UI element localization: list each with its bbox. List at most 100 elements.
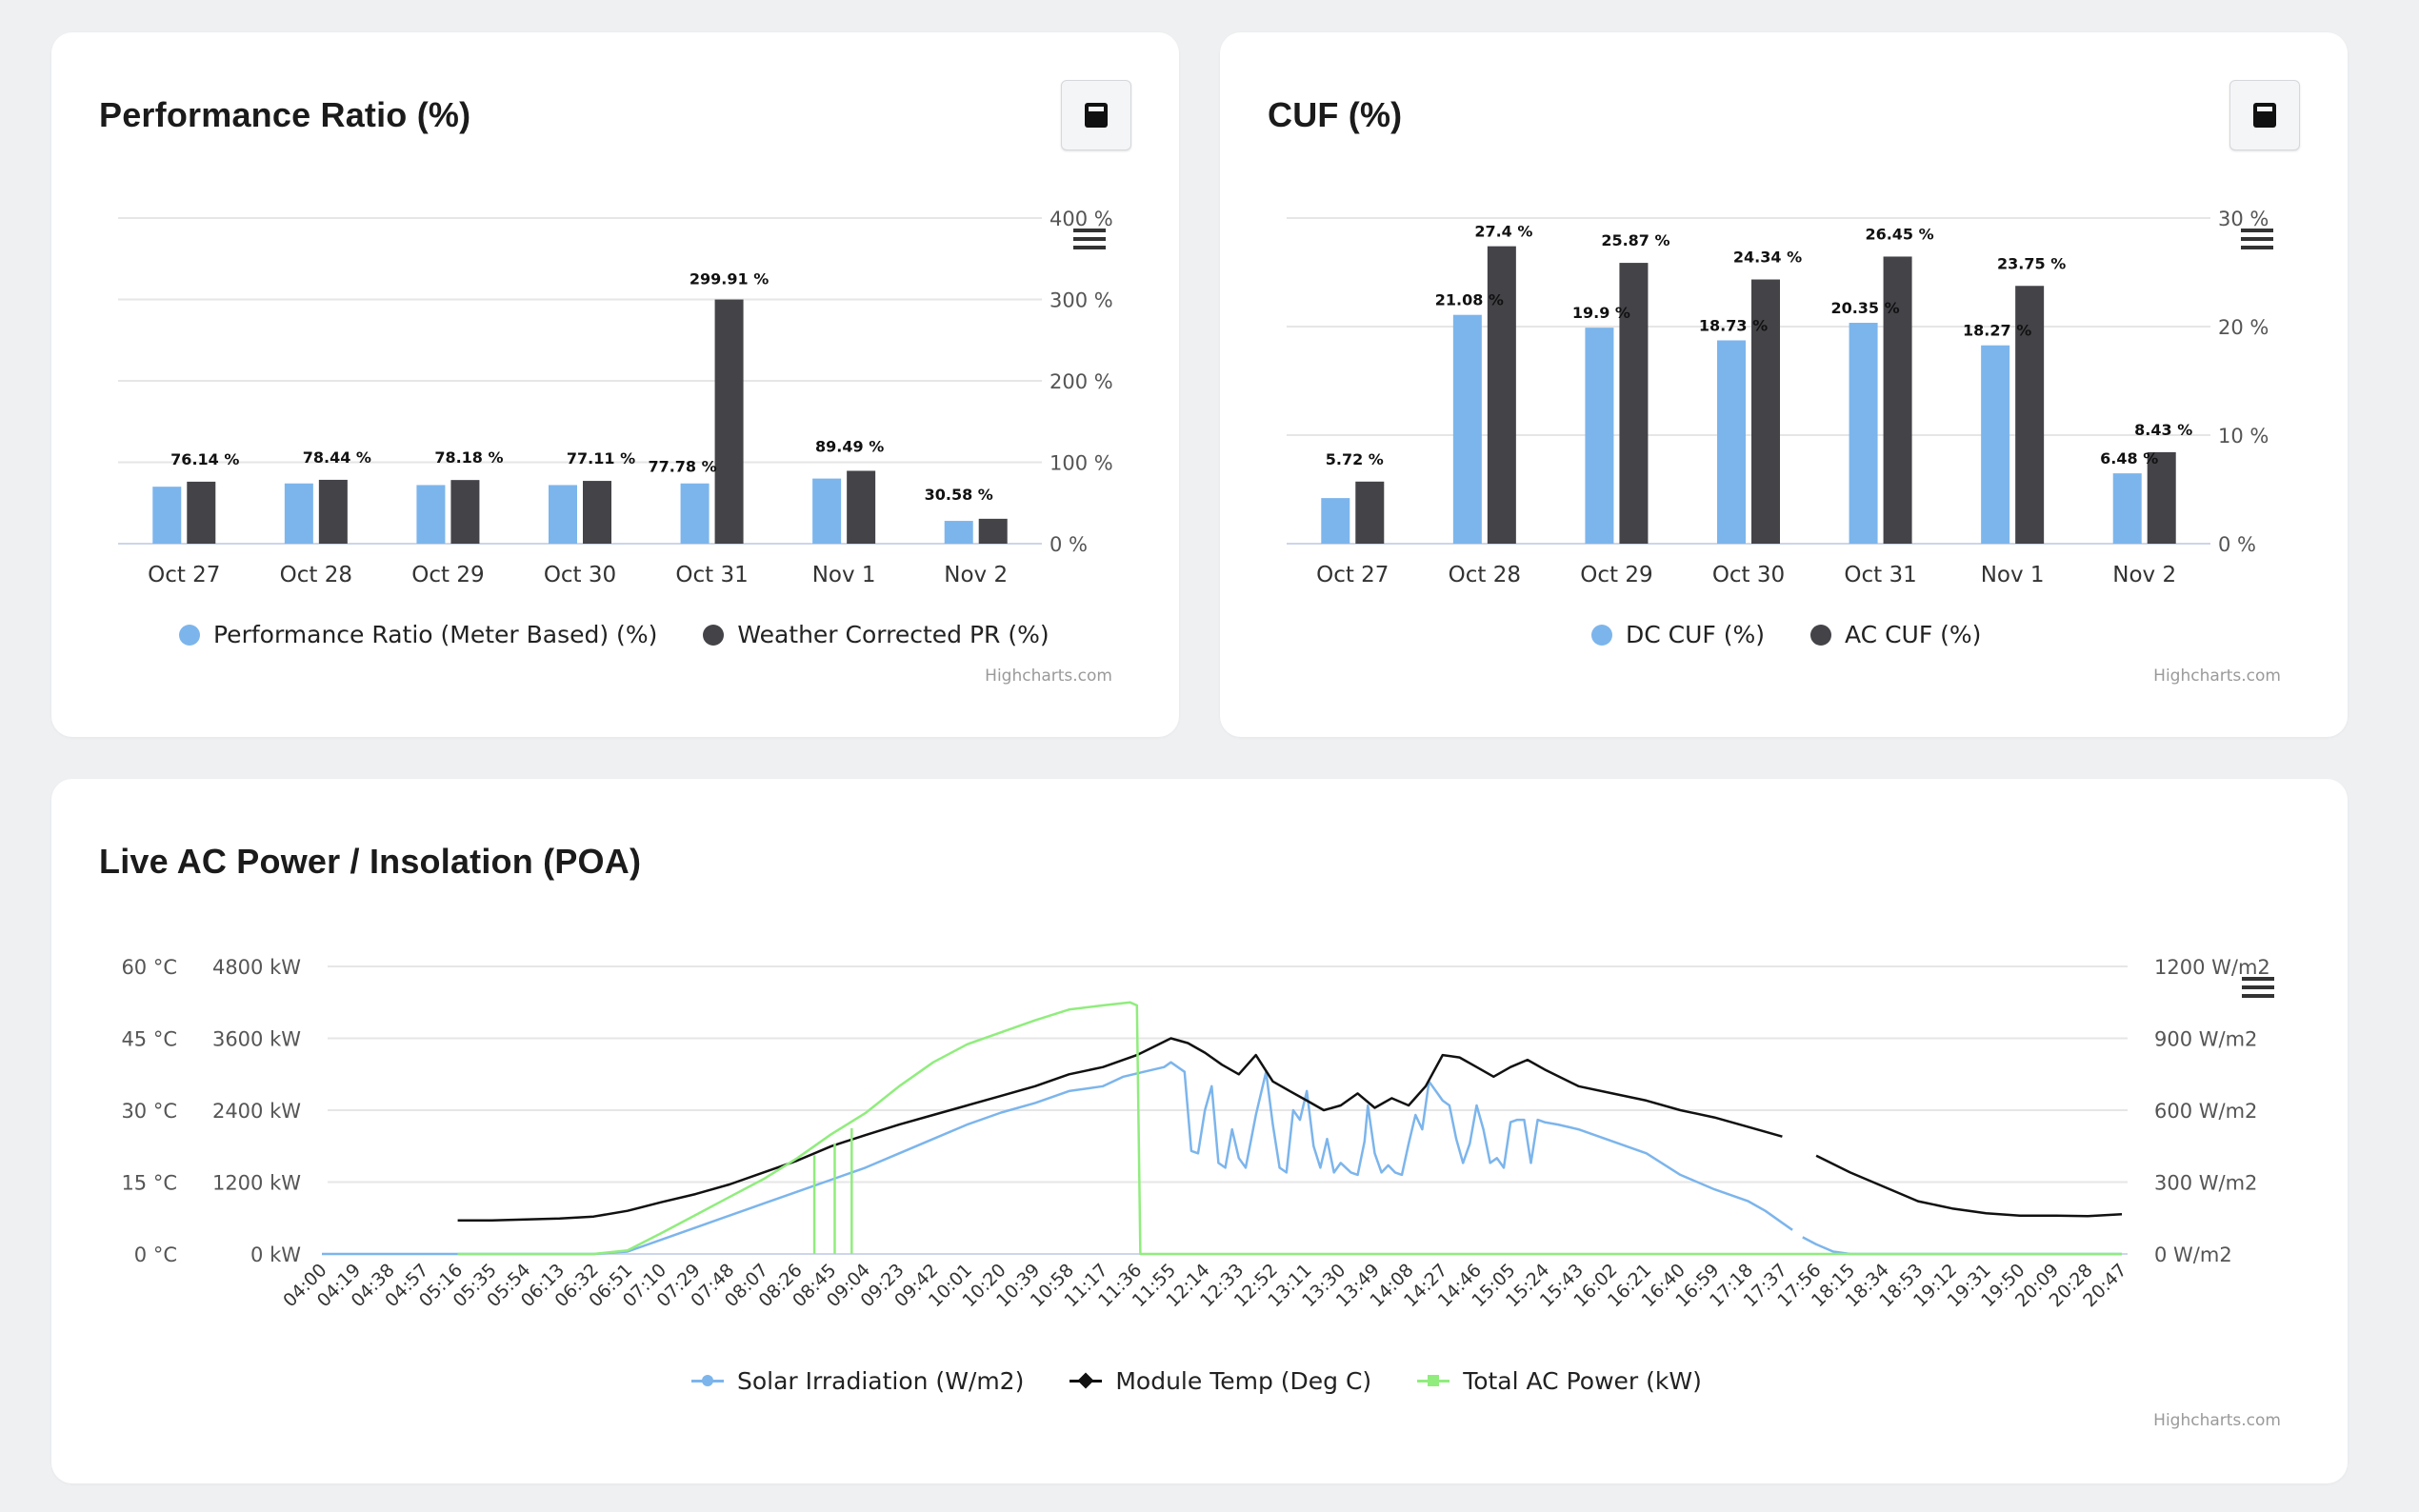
legend-item[interactable]: Performance Ratio (Meter Based) (%) bbox=[179, 621, 657, 648]
legend-label: Total AC Power (kW) bbox=[1463, 1367, 1702, 1395]
x-tick-label: Oct 27 bbox=[148, 563, 220, 587]
y-tick-label-temp: 15 °C bbox=[121, 1172, 177, 1195]
x-tick-label: Oct 31 bbox=[1844, 563, 1916, 587]
chart-legend: Performance Ratio (Meter Based) (%) Weat… bbox=[179, 621, 1050, 648]
data-label: 78.44 % bbox=[303, 448, 371, 467]
performance-ratio-chart: 0 % 100 % 200 % 300 % 400 % Oct 27 76.14 % Oct … bbox=[118, 208, 1113, 587]
x-tick-label: Oct 27 bbox=[1316, 563, 1389, 587]
legend-line-icon bbox=[1417, 1375, 1450, 1386]
bar bbox=[2147, 451, 2176, 544]
bar bbox=[978, 518, 1008, 544]
y-tick-label: 0 % bbox=[2218, 533, 2256, 556]
data-label: 77.11 % bbox=[567, 449, 635, 468]
export-button[interactable] bbox=[2229, 80, 2300, 150]
data-label: 299.91 % bbox=[690, 270, 769, 288]
hamburger-menu-icon[interactable] bbox=[2241, 229, 2273, 249]
y-tick-label-irradiation: 300 W/m2 bbox=[2154, 1172, 2257, 1195]
y-tick-label: 0 % bbox=[1050, 533, 1088, 556]
x-tick-label: Oct 28 bbox=[280, 563, 352, 587]
legend-item[interactable]: Module Temp (Deg C) bbox=[1070, 1367, 1371, 1395]
bar bbox=[714, 299, 744, 544]
bar bbox=[318, 479, 348, 544]
y-tick-label-power: 3600 kW bbox=[212, 1028, 301, 1051]
data-label: 18.27 % bbox=[1963, 322, 2031, 340]
highcharts-credit[interactable]: Highcharts.com bbox=[2153, 1411, 2281, 1430]
y-tick-label-temp: 30 °C bbox=[121, 1100, 177, 1123]
bar bbox=[1452, 314, 1482, 544]
series-line bbox=[322, 1061, 2122, 1256]
x-tick-label: Oct 30 bbox=[1712, 563, 1785, 587]
x-tick-label: Nov 2 bbox=[2112, 563, 2176, 587]
x-tick-label: Oct 29 bbox=[1580, 563, 1652, 587]
legend-dot-icon bbox=[179, 624, 200, 646]
highcharts-credit[interactable]: Highcharts.com bbox=[985, 666, 1112, 686]
y-tick-label: 20 % bbox=[2218, 316, 2269, 339]
x-tick-label: Nov 2 bbox=[944, 563, 1008, 587]
bar bbox=[450, 480, 480, 544]
y-tick-label-power: 2400 kW bbox=[212, 1100, 301, 1123]
bar bbox=[2015, 286, 2045, 544]
live-ac-power-card: Live AC Power / Insolation (POA) 0 °C 0 k… bbox=[51, 779, 2348, 1483]
legend-item[interactable]: Total AC Power (kW) bbox=[1417, 1367, 1702, 1395]
bar bbox=[812, 478, 842, 544]
y-tick-label-power: 1200 kW bbox=[212, 1172, 301, 1195]
data-label: 78.18 % bbox=[434, 448, 503, 467]
legend-item[interactable]: DC CUF (%) bbox=[1591, 621, 1765, 648]
legend-label: Performance Ratio (Meter Based) (%) bbox=[213, 621, 658, 648]
card-title: CUF (%) bbox=[1268, 95, 1403, 134]
legend-label: Weather Corrected PR (%) bbox=[737, 621, 1050, 648]
bar bbox=[416, 485, 446, 544]
y-tick-label-irradiation: 1200 W/m2 bbox=[2154, 956, 2270, 979]
bar bbox=[1619, 263, 1649, 544]
legend-item[interactable]: AC CUF (%) bbox=[1810, 621, 1981, 648]
x-tick-label: Nov 1 bbox=[1981, 563, 2045, 587]
bar bbox=[187, 481, 216, 544]
y-tick-label: 200 % bbox=[1050, 370, 1113, 393]
hamburger-menu-icon[interactable] bbox=[1073, 229, 1106, 249]
chart-legend: Solar Irradiation (W/m2) Module Temp (De… bbox=[691, 1367, 1702, 1395]
card-title: Performance Ratio (%) bbox=[99, 95, 471, 134]
chart-legend: DC CUF (%) AC CUF (%) bbox=[1591, 621, 1981, 648]
bar bbox=[1981, 345, 2010, 544]
bar bbox=[549, 485, 577, 544]
y-tick-label: 10 % bbox=[2218, 425, 2269, 448]
legend-item[interactable]: Solar Irradiation (W/m2) bbox=[691, 1367, 1024, 1395]
cuf-chart: 0 % 10 % 20 % 30 % Oct 27 5.72 % Oct 28 21.08 %… bbox=[1287, 208, 2269, 587]
calculator-icon bbox=[2253, 103, 2276, 128]
y-tick-label-temp: 60 °C bbox=[121, 956, 177, 979]
export-button[interactable] bbox=[1061, 80, 1131, 150]
live-ac-power-chart: 0 °C 0 kW 0 W/m2 15 °C 1200 kW 300 W/m2 30 °C 2… bbox=[121, 956, 2270, 1311]
data-label: 76.14 % bbox=[170, 450, 239, 468]
highcharts-credit[interactable]: Highcharts.com bbox=[2153, 666, 2281, 686]
bar bbox=[284, 483, 313, 544]
legend-dot-icon bbox=[703, 624, 725, 646]
bar bbox=[847, 470, 876, 544]
bar bbox=[680, 483, 710, 544]
y-tick-label-power: 4800 kW bbox=[212, 956, 301, 979]
legend-label: DC CUF (%) bbox=[1626, 621, 1765, 648]
y-tick-label: 400 % bbox=[1050, 208, 1113, 230]
data-label: 19.9 % bbox=[1572, 304, 1630, 322]
bar bbox=[1883, 256, 1912, 544]
bar bbox=[1751, 279, 1780, 544]
y-tick-label-temp: 45 °C bbox=[121, 1028, 177, 1051]
performance-ratio-card: Performance Ratio (%) 0 % 100 % 200 % 300 %… bbox=[51, 32, 1179, 737]
data-label: 26.45 % bbox=[1865, 225, 1933, 243]
x-tick-label: Oct 29 bbox=[411, 563, 484, 587]
bar bbox=[944, 521, 973, 544]
data-label: 89.49 % bbox=[815, 437, 884, 455]
y-tick-label: 30 % bbox=[2218, 208, 2269, 230]
legend-item[interactable]: Weather Corrected PR (%) bbox=[703, 621, 1050, 648]
x-tick-label: Nov 1 bbox=[812, 563, 876, 587]
y-tick-label-temp: 0 °C bbox=[134, 1243, 177, 1266]
cuf-card: CUF (%) 0 % 10 % 20 % 30 % Oct 27 5.72 % Oct 2… bbox=[1220, 32, 2348, 737]
legend-line-icon bbox=[691, 1375, 724, 1386]
data-label: 21.08 % bbox=[1435, 291, 1504, 309]
y-tick-label-irradiation: 0 W/m2 bbox=[2154, 1243, 2232, 1266]
legend-dot-icon bbox=[1810, 624, 1831, 646]
bar bbox=[1585, 328, 1614, 544]
bar bbox=[1321, 498, 1350, 544]
data-label: 30.58 % bbox=[925, 486, 993, 504]
hamburger-menu-icon[interactable] bbox=[2242, 977, 2274, 998]
data-label: 6.48 % bbox=[2100, 449, 2158, 468]
